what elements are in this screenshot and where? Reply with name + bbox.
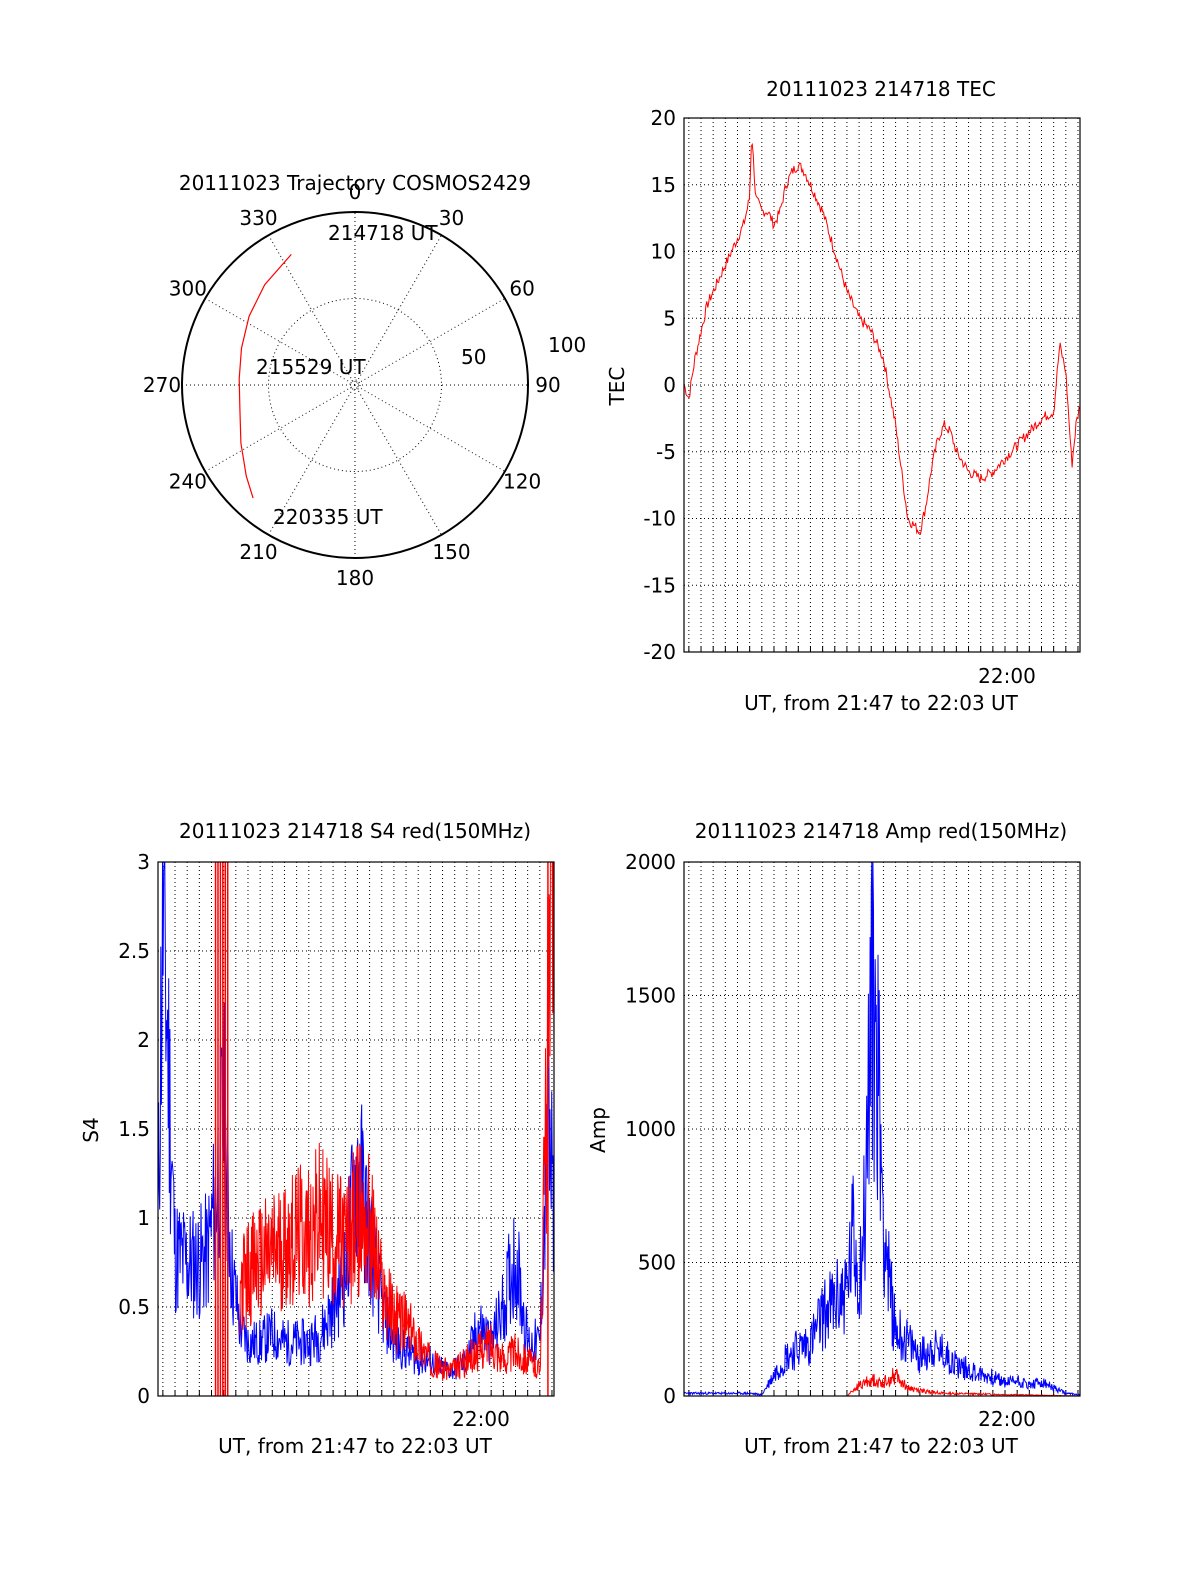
tec-xlabel: UT, from 21:47 to 22:03 UT	[744, 691, 1019, 715]
amp-ytick-label-500: 500	[638, 1251, 676, 1275]
tec-series-group	[683, 142, 1081, 535]
s4-ytick-label-0: 0	[137, 1384, 150, 1408]
amp-xlabel: UT, from 21:47 to 22:03 UT	[744, 1434, 1019, 1458]
s4-panel: 20111023 214718 S4 red(150MHz) 3 2.5 2 1.5 1…	[79, 819, 555, 1458]
polar-angle-label-270: 270	[143, 373, 181, 397]
amp-ytick-label-2000: 2000	[625, 850, 676, 874]
polar-grid-circle-50	[268, 298, 442, 472]
polar-angle-label-30: 30	[439, 206, 464, 230]
s4-series-1	[239, 861, 555, 1382]
amp-series-1	[684, 1367, 1080, 1397]
tec-ytick-label-5: 5	[663, 306, 676, 330]
s4-ytick-label-1.5: 1.5	[118, 1117, 150, 1141]
polar-angle-label-150: 150	[432, 540, 470, 564]
tec-ytick-label-15: 15	[651, 173, 676, 197]
trajectory-start-label: 214718 UT	[328, 221, 438, 245]
s4-ylabel: S4	[79, 1117, 103, 1142]
tec-title: 20111023 214718 TEC	[766, 77, 996, 101]
tec-ytick-label-10: 10	[651, 240, 676, 264]
tec-ytick-label-20: 20	[651, 106, 676, 130]
tec-ylabel: TEC	[605, 367, 629, 407]
s4-xtick-label: 22:00	[452, 1407, 510, 1431]
polar-angle-label-180: 180	[336, 566, 374, 590]
polar-center-marker	[349, 379, 361, 391]
trajectory-track	[238, 254, 292, 499]
amp-ylabel: Amp	[586, 1107, 610, 1153]
polar-angle-label-330: 330	[239, 206, 277, 230]
polar-radial-label-50: 50	[461, 345, 486, 369]
polar-angle-label-240: 240	[169, 470, 207, 494]
tec-grid	[684, 118, 1080, 652]
s4-series-0	[157, 861, 555, 1380]
trajectory-end-label: 220335 UT	[273, 505, 383, 529]
s4-ytick-label-3: 3	[137, 850, 150, 874]
tec-ytick-label-0: 0	[663, 373, 676, 397]
s4-ytick-label-0.5: 0.5	[118, 1295, 150, 1319]
polar-angle-labels: 0 30 60 90 120 150 180 210 240 270 300 330	[143, 180, 561, 590]
trajectory-title: 20111023 Trajectory COSMOS2429	[179, 171, 531, 195]
tec-ytick-label--20: -20	[643, 640, 676, 664]
tec-plot-frame	[683, 117, 1081, 653]
amp-grid	[684, 862, 1080, 1396]
tec-xtick-label: 22:00	[978, 664, 1036, 688]
amp-ytick-label-1000: 1000	[625, 1117, 676, 1141]
s4-ytick-label-1: 1	[137, 1206, 150, 1230]
tec-ytick-label--5: -5	[656, 440, 676, 464]
amp-xtick-label: 22:00	[978, 1407, 1036, 1431]
s4-plot-frame	[157, 861, 555, 1397]
polar-angle-label-90: 90	[535, 373, 560, 397]
s4-y-ticks: 3 2.5 2 1.5 1 0.5 0	[118, 850, 150, 1408]
polar-angle-label-210: 210	[239, 540, 277, 564]
polar-angle-label-120: 120	[503, 470, 541, 494]
s4-ytick-label-2.5: 2.5	[118, 939, 150, 963]
tec-ytick-label--15: -15	[643, 573, 676, 597]
amp-ytick-label-0: 0	[663, 1384, 676, 1408]
amp-title: 20111023 214718 Amp red(150MHz)	[695, 819, 1067, 843]
tec-panel: 20111023 214718 TEC 20151050-5-10-15-20 …	[605, 77, 1081, 715]
amp-y-ticks: 2000 1500 1000 500 0	[625, 850, 676, 1408]
polar-grid	[181, 211, 529, 559]
s4-series-group	[157, 861, 555, 1396]
polar-spoke-150	[268, 234, 442, 536]
polar-radial-label-100: 100	[548, 333, 586, 357]
amp-ytick-label-1500: 1500	[625, 984, 676, 1008]
amp-plot-frame	[683, 861, 1081, 1397]
s4-ytick-label-2: 2	[137, 1028, 150, 1052]
s4-xlabel: UT, from 21:47 to 22:03 UT	[218, 1434, 493, 1458]
polar-angle-label-0: 0	[349, 180, 362, 204]
s4-title: 20111023 214718 S4 red(150MHz)	[179, 819, 531, 843]
amp-series-0	[683, 861, 1081, 1397]
polar-angle-label-60: 60	[509, 277, 534, 301]
polar-angle-label-300: 300	[169, 277, 207, 301]
amp-panel: 20111023 214718 Amp red(150MHz) 2000 1500…	[586, 819, 1081, 1458]
tec-y-ticks: 20 15 10 5 0 -5 -10 -15 -20	[643, 106, 676, 664]
tec-ytick-label--10: -10	[643, 507, 676, 531]
trajectory-panel: 20111023 Trajectory COSMOS2429 0 30 60 90 12…	[143, 171, 586, 590]
trajectory-mid-label: 215529 UT	[256, 355, 366, 379]
tec-series-0	[683, 142, 1081, 535]
